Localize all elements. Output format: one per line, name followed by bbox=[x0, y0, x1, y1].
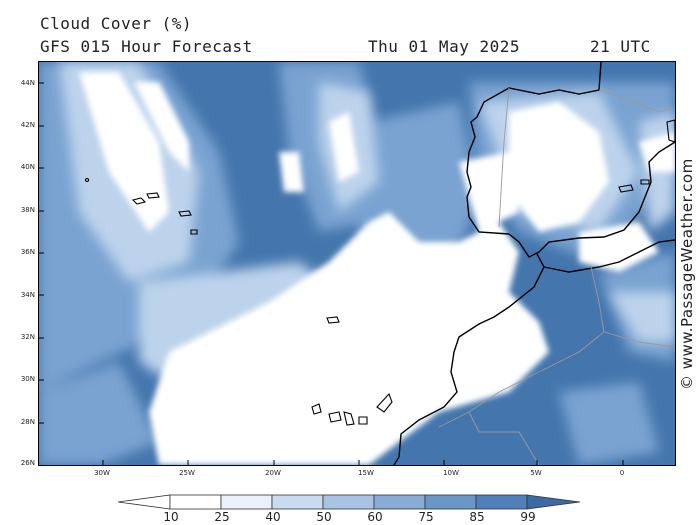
lat-label: 32N bbox=[20, 333, 35, 341]
lon-label: 0 bbox=[619, 469, 625, 477]
map-title: Cloud Cover (%) bbox=[40, 14, 192, 33]
forecast-date: Thu 01 May 2025 bbox=[368, 37, 520, 56]
legend-swatch bbox=[322, 494, 375, 510]
legend-label: 25 bbox=[214, 510, 230, 524]
credit-text: © www.PassageWeather.com bbox=[678, 158, 696, 390]
lon-label: 15W bbox=[358, 469, 374, 477]
legend-label: 85 bbox=[469, 510, 485, 524]
legend-label: 10 bbox=[163, 510, 179, 524]
lat-label: 40N bbox=[20, 163, 35, 171]
lat-label: 30N bbox=[20, 375, 35, 383]
lat-label: 44N bbox=[20, 79, 35, 87]
forecast-label: GFS 015 Hour Forecast bbox=[40, 37, 253, 56]
legend-label: 99 bbox=[520, 510, 536, 524]
lon-label: 30W bbox=[94, 469, 110, 477]
legend-label: 60 bbox=[367, 510, 383, 524]
legend-label: 50 bbox=[316, 510, 332, 524]
legend-colorbar bbox=[118, 494, 581, 510]
borders bbox=[438, 87, 675, 465]
legend-arrow-low bbox=[118, 494, 171, 510]
lat-label: 26N bbox=[20, 459, 35, 467]
lon-label: 25W bbox=[179, 469, 195, 477]
islands bbox=[84, 119, 675, 426]
legend-label: 75 bbox=[418, 510, 434, 524]
map-canvas bbox=[39, 62, 675, 465]
legend-swatch bbox=[424, 494, 477, 510]
legend-arrow-high bbox=[526, 494, 581, 510]
axis-ticks bbox=[39, 82, 624, 465]
cloud-cover-map[interactable] bbox=[38, 61, 676, 466]
legend-swatch bbox=[169, 494, 222, 510]
lon-label: 5W bbox=[530, 469, 542, 477]
legend-swatch bbox=[271, 494, 324, 510]
lat-label: 36N bbox=[20, 248, 35, 256]
legend-label: 40 bbox=[265, 510, 281, 524]
lat-label: 38N bbox=[20, 206, 35, 214]
forecast-time: 21 UTC bbox=[590, 37, 651, 56]
legend-swatch bbox=[475, 494, 528, 510]
lat-label: 28N bbox=[20, 418, 35, 426]
legend-swatch bbox=[373, 494, 426, 510]
lat-label: 42N bbox=[20, 121, 35, 129]
lat-label: 34N bbox=[20, 291, 35, 299]
legend-swatch bbox=[220, 494, 273, 510]
lon-label: 10W bbox=[443, 469, 459, 477]
lon-label: 20W bbox=[265, 469, 281, 477]
coastline bbox=[393, 62, 675, 465]
